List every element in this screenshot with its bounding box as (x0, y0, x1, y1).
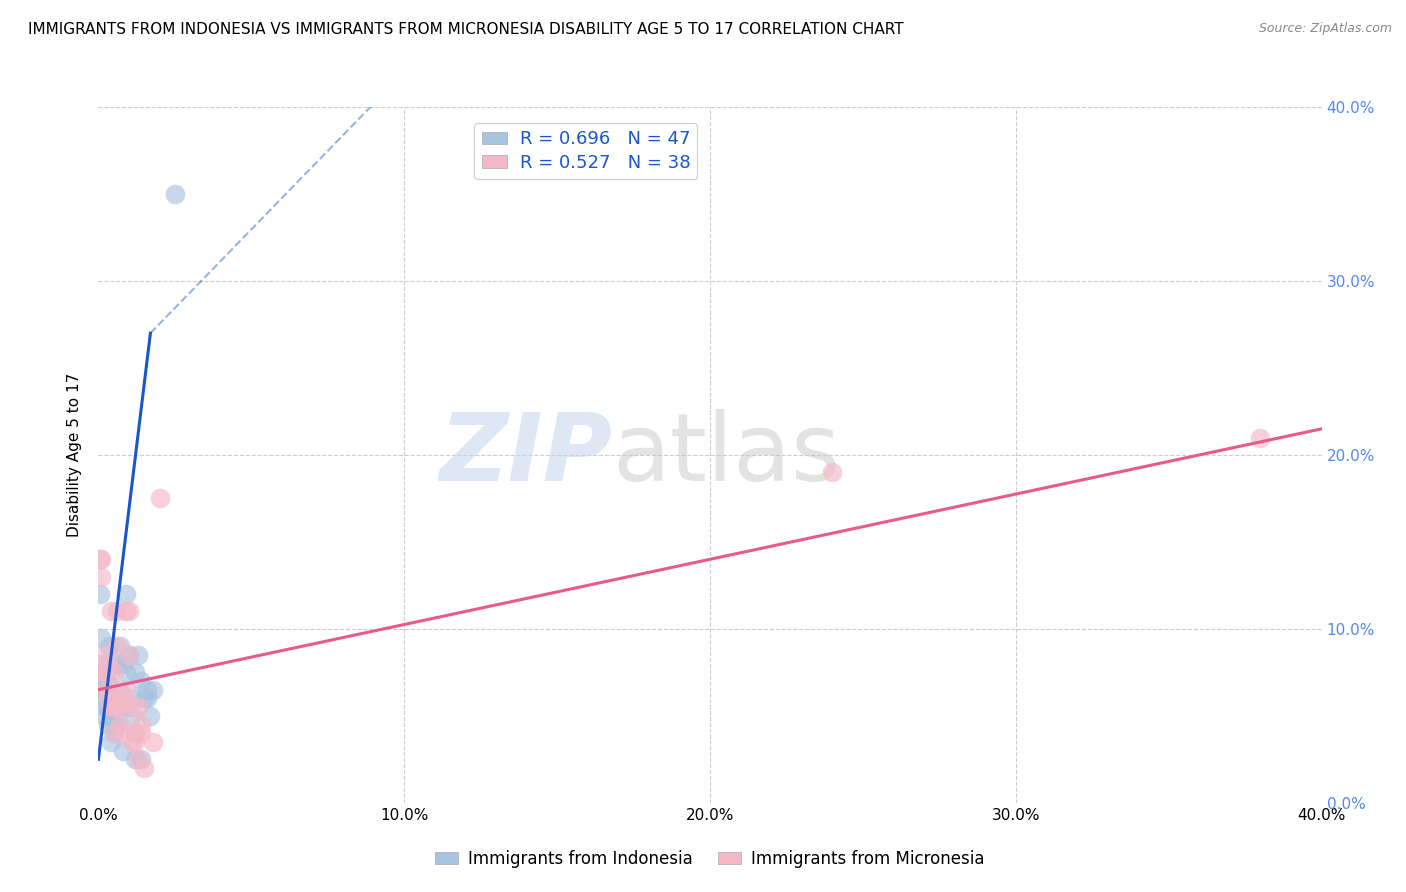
Point (121, 700, 143, 714)
Point (97, 700, 120, 714)
Point (91, 682, 114, 697)
Point (103, 665, 125, 680)
Point (93, 708, 115, 723)
Point (111, 744, 134, 758)
Point (103, 657, 125, 671)
Point (136, 682, 159, 697)
Point (115, 665, 138, 680)
Point (105, 657, 128, 671)
Text: atlas: atlas (612, 409, 841, 501)
Point (111, 657, 134, 671)
Point (94, 665, 117, 680)
Point (129, 674, 152, 689)
Point (139, 708, 162, 723)
Point (108, 639, 131, 653)
Point (90, 665, 112, 680)
Point (103, 726, 125, 740)
Point (124, 665, 146, 680)
Point (124, 726, 146, 740)
Point (121, 735, 143, 749)
Point (105, 605, 128, 619)
Point (93, 700, 115, 714)
Point (134, 761, 156, 775)
Point (142, 682, 165, 697)
Point (98, 639, 121, 653)
Point (129, 752, 152, 766)
Point (118, 648, 141, 662)
Point (127, 752, 149, 766)
Point (149, 491, 172, 506)
Point (90, 552, 112, 566)
Point (142, 735, 165, 749)
Y-axis label: Disability Age 5 to 17: Disability Age 5 to 17 (67, 373, 83, 537)
Point (97, 682, 120, 697)
Point (111, 726, 134, 740)
Text: IMMIGRANTS FROM INDONESIA VS IMMIGRANTS FROM MICRONESIA DISABILITY AGE 5 TO 17 C: IMMIGRANTS FROM INDONESIA VS IMMIGRANTS … (28, 22, 904, 37)
Point (163, 187, 186, 202)
Point (105, 639, 128, 653)
Point (115, 605, 138, 619)
Point (101, 700, 124, 714)
Text: Source: ZipAtlas.com: Source: ZipAtlas.com (1258, 22, 1392, 36)
Point (100, 735, 122, 749)
Point (821, 466, 844, 480)
Point (103, 700, 125, 714)
Point (100, 708, 122, 723)
Point (121, 691, 143, 706)
Point (93, 691, 115, 706)
Text: ZIP: ZIP (439, 409, 612, 501)
Point (115, 587, 138, 601)
Point (97, 674, 120, 689)
Point (90, 570, 112, 584)
Point (90, 657, 112, 671)
Point (89, 552, 111, 566)
Point (94, 682, 117, 697)
Point (1249, 431, 1271, 445)
Point (136, 691, 159, 706)
Point (129, 717, 152, 731)
Point (100, 605, 122, 619)
Point (100, 700, 122, 714)
Point (111, 691, 134, 706)
Point (105, 717, 128, 731)
Point (93, 665, 115, 680)
Point (124, 726, 146, 740)
Point (105, 700, 128, 714)
Point (118, 648, 141, 662)
Point (108, 682, 131, 697)
Legend: Immigrants from Indonesia, Immigrants from Micronesia: Immigrants from Indonesia, Immigrants fr… (429, 843, 991, 874)
Point (118, 605, 141, 619)
Point (89, 587, 111, 601)
Point (94, 674, 117, 689)
Point (127, 648, 149, 662)
Point (97, 717, 120, 731)
Point (124, 752, 146, 766)
Point (127, 700, 149, 714)
Point (93, 648, 115, 662)
Point (97, 657, 120, 671)
Point (129, 726, 152, 740)
Point (121, 708, 143, 723)
Point (90, 631, 112, 645)
Point (100, 682, 122, 697)
Point (118, 700, 141, 714)
Point (97, 691, 120, 706)
Point (108, 717, 131, 731)
Point (108, 700, 131, 714)
Point (103, 726, 125, 740)
Point (94, 682, 117, 697)
Point (124, 735, 146, 749)
Point (134, 691, 156, 706)
Point (103, 717, 125, 731)
Point (91, 665, 114, 680)
Point (115, 682, 138, 697)
